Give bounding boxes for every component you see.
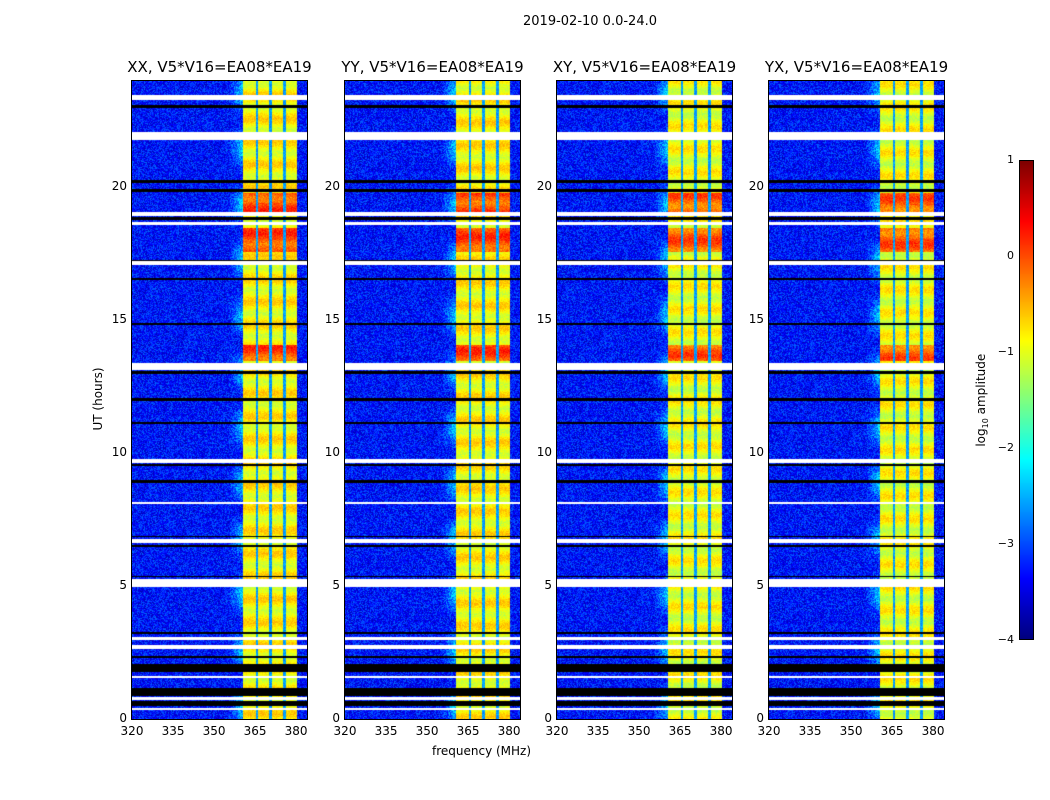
x-tick-label: 350: [415, 724, 439, 738]
y-tick-label: 20: [748, 179, 764, 194]
x-tick-label: 320: [757, 724, 781, 738]
x-tick-label: 335: [374, 724, 398, 738]
y-tick-label: 10: [536, 445, 552, 460]
y-tick-label: 15: [324, 312, 340, 327]
y-tick-label: 0: [544, 711, 552, 725]
y-tick-label: 20: [111, 179, 127, 194]
panel-title: YY, V5*V16=EA08*EA19: [341, 58, 524, 76]
y-tick-label: 5: [756, 578, 764, 593]
heatmap-cells: [132, 81, 307, 719]
panel-title: XY, V5*V16=EA08*EA19: [552, 58, 737, 76]
figure-title: 2019-02-10 0.0-24.0: [523, 14, 657, 29]
x-tick-label: 320: [333, 724, 357, 738]
y-tick-label: 15: [536, 312, 552, 327]
x-tick-label: 365: [668, 724, 692, 738]
x-tick-label: 365: [456, 724, 480, 738]
x-tick-label: 365: [243, 724, 267, 738]
x-tick-label: 335: [161, 724, 185, 738]
x-tick-label: 365: [880, 724, 904, 738]
y-tick-label: 10: [111, 445, 127, 460]
y-tick-label: 20: [324, 179, 340, 194]
x-tick-label: 350: [202, 724, 226, 738]
x-tick-label: 380: [921, 724, 945, 738]
heatmap-panel-1: [344, 80, 521, 720]
y-tick-label: 15: [111, 312, 127, 327]
y-tick-label: 10: [748, 445, 764, 460]
heatmap-panel-3: [768, 80, 945, 720]
heatmap-cells: [557, 81, 732, 719]
x-tick-label: 320: [545, 724, 569, 738]
y-tick-label: 20: [536, 179, 552, 194]
y-tick-label: 15: [748, 312, 764, 327]
heatmap-panel-2: [556, 80, 733, 720]
x-tick-label: 335: [798, 724, 822, 738]
y-tick-label: 0: [119, 711, 127, 725]
y-tick-label: 10: [324, 445, 340, 460]
colorbar-tick-label: −4: [997, 633, 1014, 646]
colorbar-tick-label: 0: [1007, 249, 1014, 262]
colorbar-label: log10 amplitude: [973, 353, 991, 447]
y-tick-label: 5: [119, 578, 127, 593]
x-tick-label: 380: [284, 724, 308, 738]
heatmap-cells: [769, 81, 944, 719]
x-tick-label: 380: [497, 724, 521, 738]
panel-title: XX, V5*V16=EA08*EA19: [127, 58, 312, 76]
y-tick-label: 0: [756, 711, 764, 725]
colorbar-tick-label: 1: [1007, 153, 1014, 166]
heatmap-panel-0: [131, 80, 308, 720]
y-tick-label: 0: [332, 711, 340, 725]
x-tick-label: 320: [120, 724, 144, 738]
y-tick-label: 5: [332, 578, 340, 593]
panel-title: YX, V5*V16=EA08*EA19: [764, 58, 949, 76]
colorbar-tick-label: −1: [997, 345, 1014, 358]
x-axis-label: frequency (MHz): [432, 744, 532, 758]
x-tick-label: 380: [709, 724, 733, 738]
colorbar-tick-label: −3: [997, 537, 1014, 550]
x-tick-label: 350: [627, 724, 651, 738]
x-tick-label: 335: [586, 724, 610, 738]
colorbar: [1019, 160, 1034, 640]
y-axis-label: UT (hours): [91, 367, 105, 431]
y-tick-label: 5: [544, 578, 552, 593]
heatmap-cells: [345, 81, 520, 719]
colorbar-tick-label: −2: [997, 441, 1014, 454]
x-tick-label: 350: [839, 724, 863, 738]
